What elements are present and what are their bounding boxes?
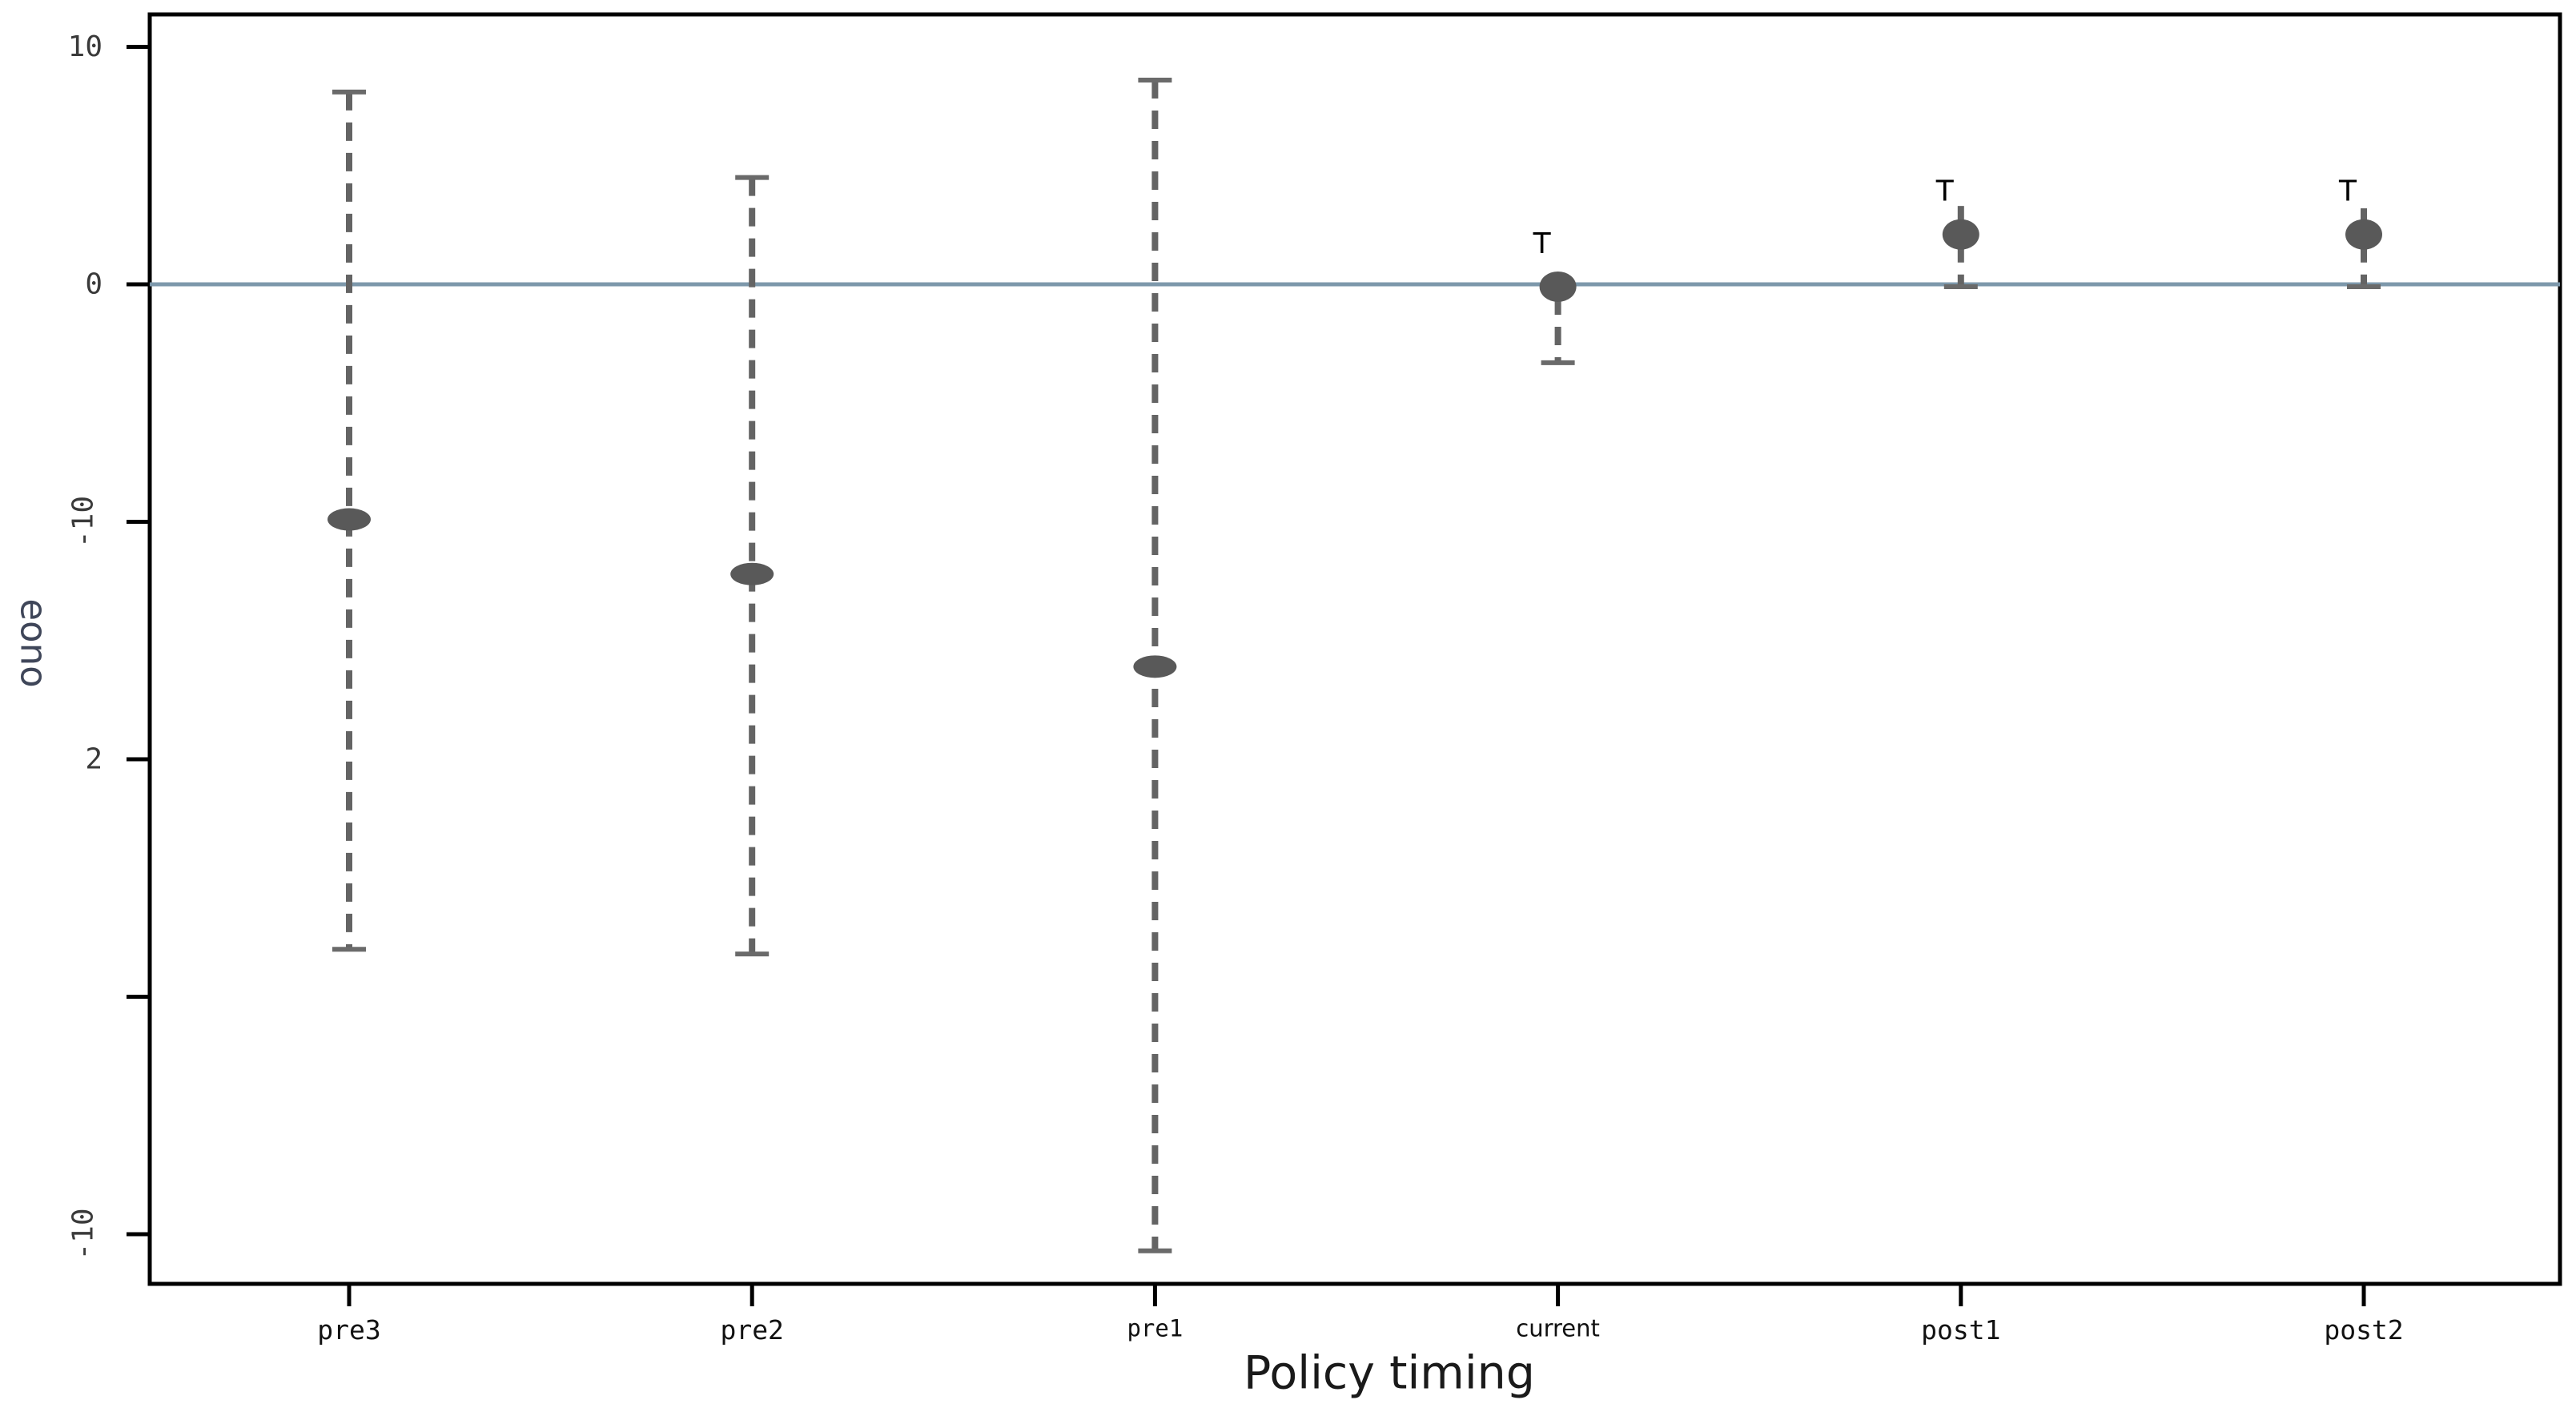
y-tick-label: 2: [85, 743, 102, 776]
x-tick-label: post1: [1921, 1314, 2000, 1346]
y-axis-title: eono: [13, 598, 55, 687]
point-marker: [328, 508, 371, 531]
x-tick-label: pre2: [720, 1314, 783, 1346]
plot-frame: [147, 12, 2562, 1286]
x-tick-label: post2: [2324, 1314, 2403, 1346]
x-axis-title: Policy timing: [1244, 1347, 1535, 1400]
annotation-T: T: [1935, 175, 1955, 208]
point-marker: [1539, 271, 1577, 302]
point-marker: [1942, 219, 1979, 250]
x-tick-label: pre3: [317, 1314, 380, 1346]
point-marker: [2345, 219, 2382, 250]
y-tick-label: -10: [67, 496, 100, 548]
x-tick-label: current: [1516, 1315, 1600, 1342]
y-tick-label: -10: [67, 1208, 100, 1260]
annotation-T: T: [1533, 227, 1552, 260]
y-tick-label: 10: [68, 30, 102, 63]
annotation-T: T: [2338, 175, 2357, 208]
x-tick-label: pre1: [1127, 1315, 1183, 1342]
y-tick-label: 0: [85, 268, 102, 301]
point-marker: [730, 562, 774, 585]
point-marker: [1133, 655, 1177, 678]
